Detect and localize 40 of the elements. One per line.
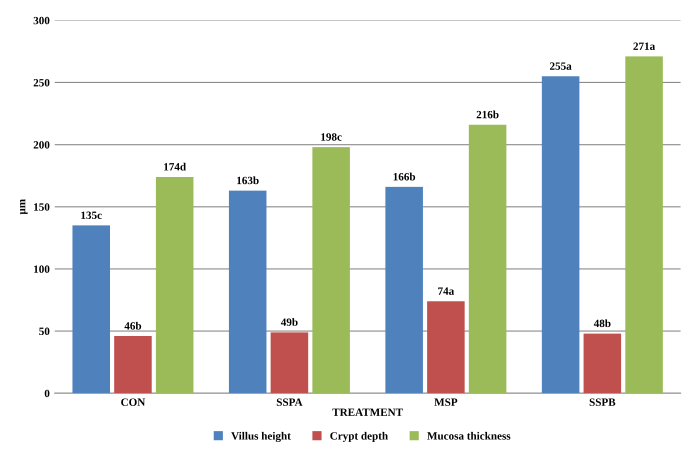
y-tick-label: 150 [34,203,50,211]
x-tick-label: SSPA [276,398,303,406]
legend-label: Crypt depth [330,432,388,442]
data-label: 163b [237,176,259,184]
y-tick-label: 0 [44,390,50,398]
bar [427,301,465,394]
y-tick-label: 100 [34,265,50,273]
legend-label: Mucosa thickness [427,432,510,440]
bar [542,76,580,394]
y-tick-label: 50 [39,328,50,336]
data-label: 166b [394,172,416,180]
bar [312,147,350,394]
data-label: 74a [438,287,454,295]
data-label: 255a [550,62,572,70]
bar [468,124,506,394]
data-label: 198c [321,133,342,141]
data-label: 49b [280,318,298,326]
bar [156,176,194,394]
x-axis-title: TREATMENT [332,408,403,416]
bar [114,336,152,394]
x-tick-label: SSPB [590,398,616,406]
data-label: 46b [124,322,142,330]
data-label: 271a [633,42,656,50]
data-label: 135c [81,212,102,220]
legend-label: Villus height [231,432,291,442]
x-tick-label: CON [121,398,146,406]
data-label: 216b [476,110,499,118]
y-tick-label: 250 [34,78,50,86]
bar [72,225,110,394]
y-tick-label: 200 [34,141,50,149]
data-label: 48b [594,319,611,328]
data-label: 174d [164,162,186,171]
bar [584,334,622,394]
bar [228,190,266,394]
y-axis-title: µm [20,199,28,214]
y-tick-label: 300 [34,16,50,24]
bar [270,332,308,394]
x-tick-label: MSP [434,398,458,406]
bar [625,56,663,394]
bar [385,186,423,394]
